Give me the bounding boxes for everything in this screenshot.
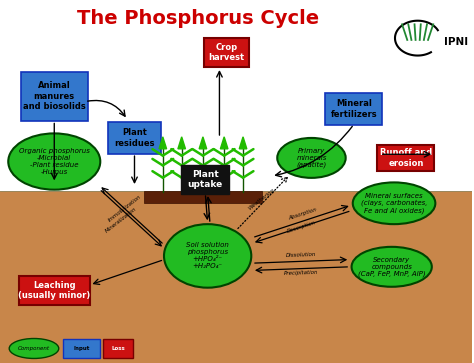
Text: Desorption: Desorption [286, 220, 316, 234]
Ellipse shape [8, 133, 100, 189]
Text: Precipitation: Precipitation [284, 270, 319, 276]
Polygon shape [220, 137, 228, 149]
Text: Absorption: Absorption [288, 207, 318, 221]
Ellipse shape [277, 138, 346, 178]
Text: Crop
harvest: Crop harvest [209, 43, 245, 62]
Text: Mineralization: Mineralization [105, 206, 138, 234]
Ellipse shape [352, 247, 432, 287]
Text: Loss: Loss [111, 346, 125, 351]
Text: Component: Component [18, 346, 50, 351]
Polygon shape [178, 137, 185, 149]
Text: Mineral
fertilizers: Mineral fertilizers [331, 99, 377, 119]
Text: Plant
uptake: Plant uptake [188, 170, 223, 189]
Polygon shape [199, 137, 207, 149]
Text: Plant
residues: Plant residues [114, 128, 155, 148]
FancyBboxPatch shape [204, 38, 249, 68]
Text: Animal
manures
and biosolids: Animal manures and biosolids [23, 81, 86, 111]
Text: Soil solution
phosphorus
+HPO₄²⁻
+H₂PO₄⁻: Soil solution phosphorus +HPO₄²⁻ +H₂PO₄⁻ [186, 242, 229, 269]
FancyBboxPatch shape [325, 93, 383, 125]
FancyBboxPatch shape [18, 276, 90, 305]
Text: Input: Input [73, 346, 90, 351]
FancyBboxPatch shape [377, 145, 434, 171]
Text: Runoff and
erosion: Runoff and erosion [380, 148, 432, 168]
FancyBboxPatch shape [144, 191, 262, 203]
FancyBboxPatch shape [108, 122, 161, 154]
Text: Immobilization: Immobilization [108, 194, 143, 223]
Text: Weathering: Weathering [248, 188, 276, 212]
Text: IPNI: IPNI [444, 37, 468, 47]
Ellipse shape [9, 338, 59, 359]
FancyBboxPatch shape [103, 339, 133, 358]
Text: Dissolution: Dissolution [286, 252, 316, 258]
FancyBboxPatch shape [21, 72, 88, 121]
Text: Secondary
compounds
(CaP, FeP, MnP, AlP): Secondary compounds (CaP, FeP, MnP, AlP) [358, 257, 426, 277]
Polygon shape [159, 137, 166, 149]
Ellipse shape [164, 224, 251, 287]
Text: Primary
minerals
(apatite): Primary minerals (apatite) [296, 148, 327, 168]
FancyBboxPatch shape [0, 0, 472, 191]
Text: Mineral surfaces
(clays, carbonates,
Fe and Al oxides): Mineral surfaces (clays, carbonates, Fe … [361, 193, 427, 214]
Text: Leaching
(usually minor): Leaching (usually minor) [18, 281, 91, 300]
FancyBboxPatch shape [0, 191, 472, 363]
Ellipse shape [353, 182, 435, 224]
Text: Organic phosphorus
-Microbial
-Plant residue
-Humus: Organic phosphorus -Microbial -Plant res… [19, 148, 90, 175]
Polygon shape [239, 137, 247, 149]
FancyBboxPatch shape [182, 165, 229, 194]
FancyBboxPatch shape [63, 339, 100, 358]
Text: The Phosphorus Cycle: The Phosphorus Cycle [77, 9, 319, 28]
